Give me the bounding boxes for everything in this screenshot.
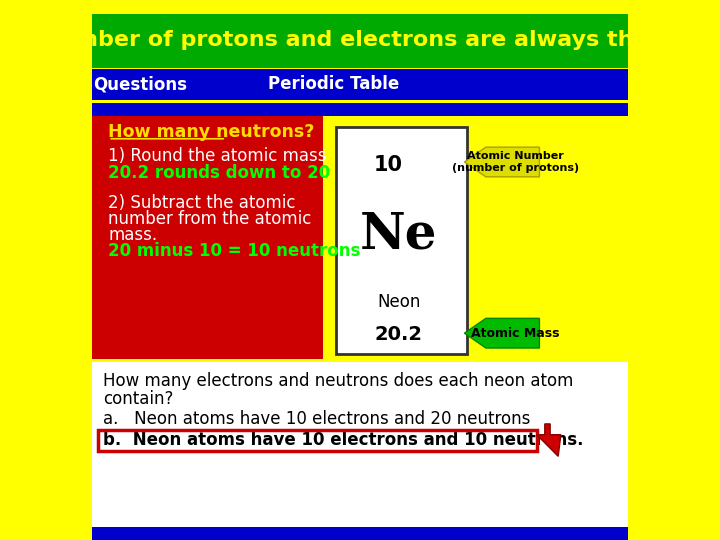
FancyBboxPatch shape [92,362,628,540]
FancyBboxPatch shape [336,127,467,354]
Text: contain?: contain? [103,389,174,408]
Text: 20 minus 10 = 10 neutrons: 20 minus 10 = 10 neutrons [108,242,361,260]
Text: 20.2 rounds down to 20: 20.2 rounds down to 20 [108,164,330,182]
Text: Atomic Mass: Atomic Mass [471,327,559,340]
FancyBboxPatch shape [92,116,323,359]
Text: How many neutrons?: How many neutrons? [108,123,315,141]
Text: The number of protons and electrons are always the same.: The number of protons and electrons are … [0,30,720,51]
FancyBboxPatch shape [92,103,628,116]
Text: Questions: Questions [94,75,187,93]
Polygon shape [464,147,539,177]
Text: 2) Subtract the atomic: 2) Subtract the atomic [108,193,296,212]
Text: mass.: mass. [108,226,158,244]
FancyBboxPatch shape [92,69,628,100]
Polygon shape [536,424,561,456]
Text: 10: 10 [374,154,402,175]
Text: number from the atomic: number from the atomic [108,210,312,228]
FancyBboxPatch shape [92,526,628,540]
Text: Neon: Neon [377,293,420,312]
Text: 1) Round the atomic mass: 1) Round the atomic mass [108,146,327,165]
Text: a.   Neon atoms have 10 electrons and 20 neutrons: a. Neon atoms have 10 electrons and 20 n… [103,409,530,428]
Text: Ne: Ne [360,211,438,259]
FancyBboxPatch shape [92,14,628,68]
Text: How many electrons and neutrons does each neon atom: How many electrons and neutrons does eac… [103,372,573,390]
Text: 20.2: 20.2 [375,325,423,345]
Text: Atomic Number
(number of protons): Atomic Number (number of protons) [451,151,579,173]
Polygon shape [464,319,539,348]
Text: b.  Neon atoms have 10 electrons and 10 neutrons.: b. Neon atoms have 10 electrons and 10 n… [103,431,583,449]
Text: Periodic Table: Periodic Table [268,75,399,93]
